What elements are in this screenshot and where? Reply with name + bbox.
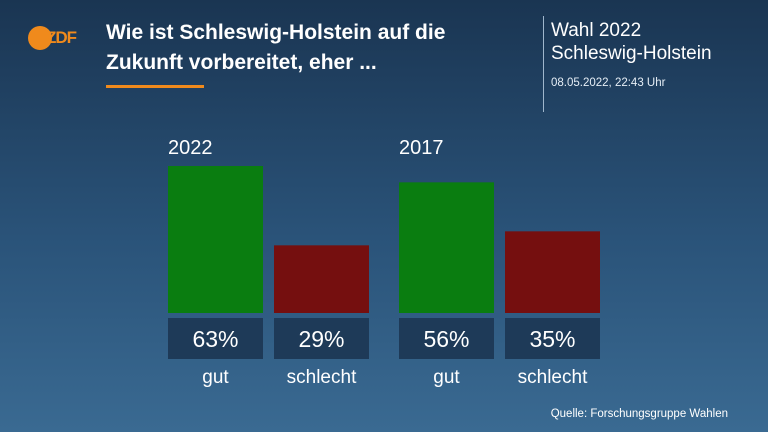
election-region: Schleswig-Holstein: [551, 43, 712, 64]
value-box-2017-gut: [399, 318, 494, 359]
value-box-2022-gut: [168, 318, 263, 359]
value-label-2022-schlecht: 29%: [298, 326, 344, 352]
election-name: Wahl 2022: [551, 20, 642, 41]
category-label-2017-gut: gut: [433, 367, 460, 388]
category-label-2022-schlecht: schlecht: [287, 367, 357, 388]
group-label-2022: 2022: [168, 137, 213, 159]
zdf-logo-text: ZDF: [46, 28, 77, 47]
bar-2017-gut: [399, 182, 494, 313]
timestamp: 08.05.2022, 22:43 Uhr: [551, 77, 666, 89]
title-underline: [106, 85, 204, 88]
election-info: Wahl 2022 Schleswig-Holstein: [551, 19, 712, 65]
chart-title: Wie ist Schleswig-Holstein auf die Zukun…: [106, 21, 446, 74]
value-label-2017-gut: 56%: [423, 326, 469, 352]
value-box-2022-schlecht: [274, 318, 369, 359]
category-label-2022-gut: gut: [202, 367, 229, 388]
value-box-2017-schlecht: [505, 318, 600, 359]
group-label-2017: 2017: [399, 137, 444, 159]
bar-2022-schlecht: [274, 245, 369, 313]
source-note: Quelle: Forschungsgruppe Wahlen: [550, 408, 728, 420]
bar-2017-schlecht: [505, 231, 600, 313]
bar-2022-gut: [168, 166, 263, 313]
category-label-2017-schlecht: schlecht: [518, 367, 588, 388]
value-label-2022-gut: 63%: [192, 326, 238, 352]
zdf-logo-circle-icon: [28, 26, 52, 50]
header-divider: [543, 16, 544, 112]
zdf-logo: ZDF: [28, 26, 77, 50]
value-label-2017-schlecht: 35%: [529, 326, 575, 352]
